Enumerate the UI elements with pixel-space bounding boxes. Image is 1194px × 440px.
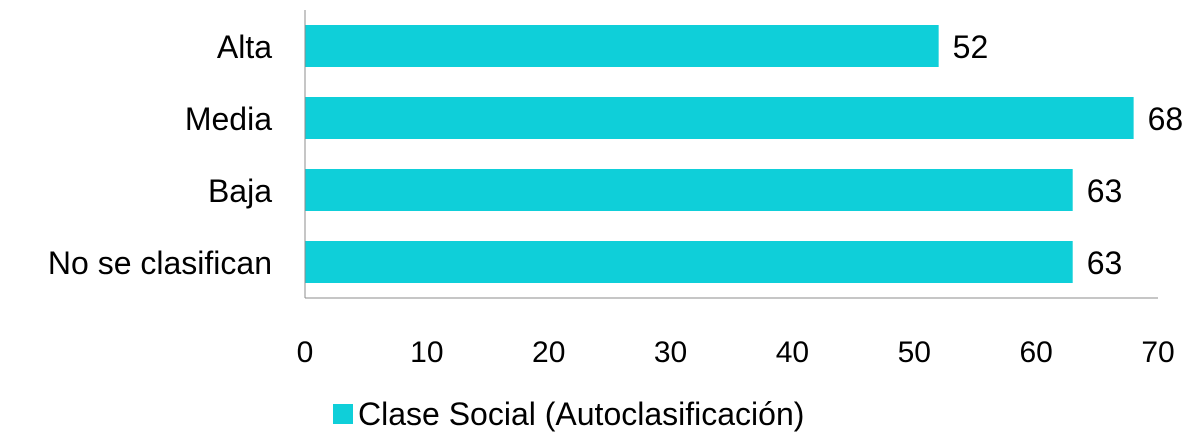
bar-media: [305, 97, 1134, 139]
category-labels-group: Alta Media Baja No se clasifican: [48, 29, 272, 281]
x-tick-labels-group: 0 10 20 30 40 50 60 70: [297, 336, 1175, 369]
data-label: 63: [1087, 245, 1123, 281]
category-label: No se clasifican: [48, 245, 272, 281]
legend-swatch: [333, 404, 353, 424]
category-label: Alta: [217, 29, 272, 65]
x-tick-label: 70: [1141, 336, 1174, 369]
x-tick-label: 30: [654, 336, 687, 369]
category-label: Baja: [208, 173, 272, 209]
x-tick-label: 50: [898, 336, 931, 369]
x-tick-label: 40: [776, 336, 809, 369]
bar-alta: [305, 25, 939, 67]
legend: Clase Social (Autoclasificación): [333, 396, 804, 432]
data-label: 52: [953, 29, 989, 65]
bar-no-se-clasifican: [305, 241, 1073, 283]
data-label: 68: [1148, 101, 1184, 137]
bar-baja: [305, 169, 1073, 211]
data-label: 63: [1087, 173, 1123, 209]
x-tick-label: 20: [532, 336, 565, 369]
legend-label: Clase Social (Autoclasificación): [358, 396, 804, 432]
category-label: Media: [185, 101, 272, 137]
x-tick-label: 0: [297, 336, 314, 369]
x-tick-label: 10: [410, 336, 443, 369]
data-labels-group: 52 68 63 63: [953, 29, 1184, 281]
bars-group: [305, 25, 1134, 283]
x-tick-label: 60: [1019, 336, 1052, 369]
axes-group: [304, 10, 1158, 299]
